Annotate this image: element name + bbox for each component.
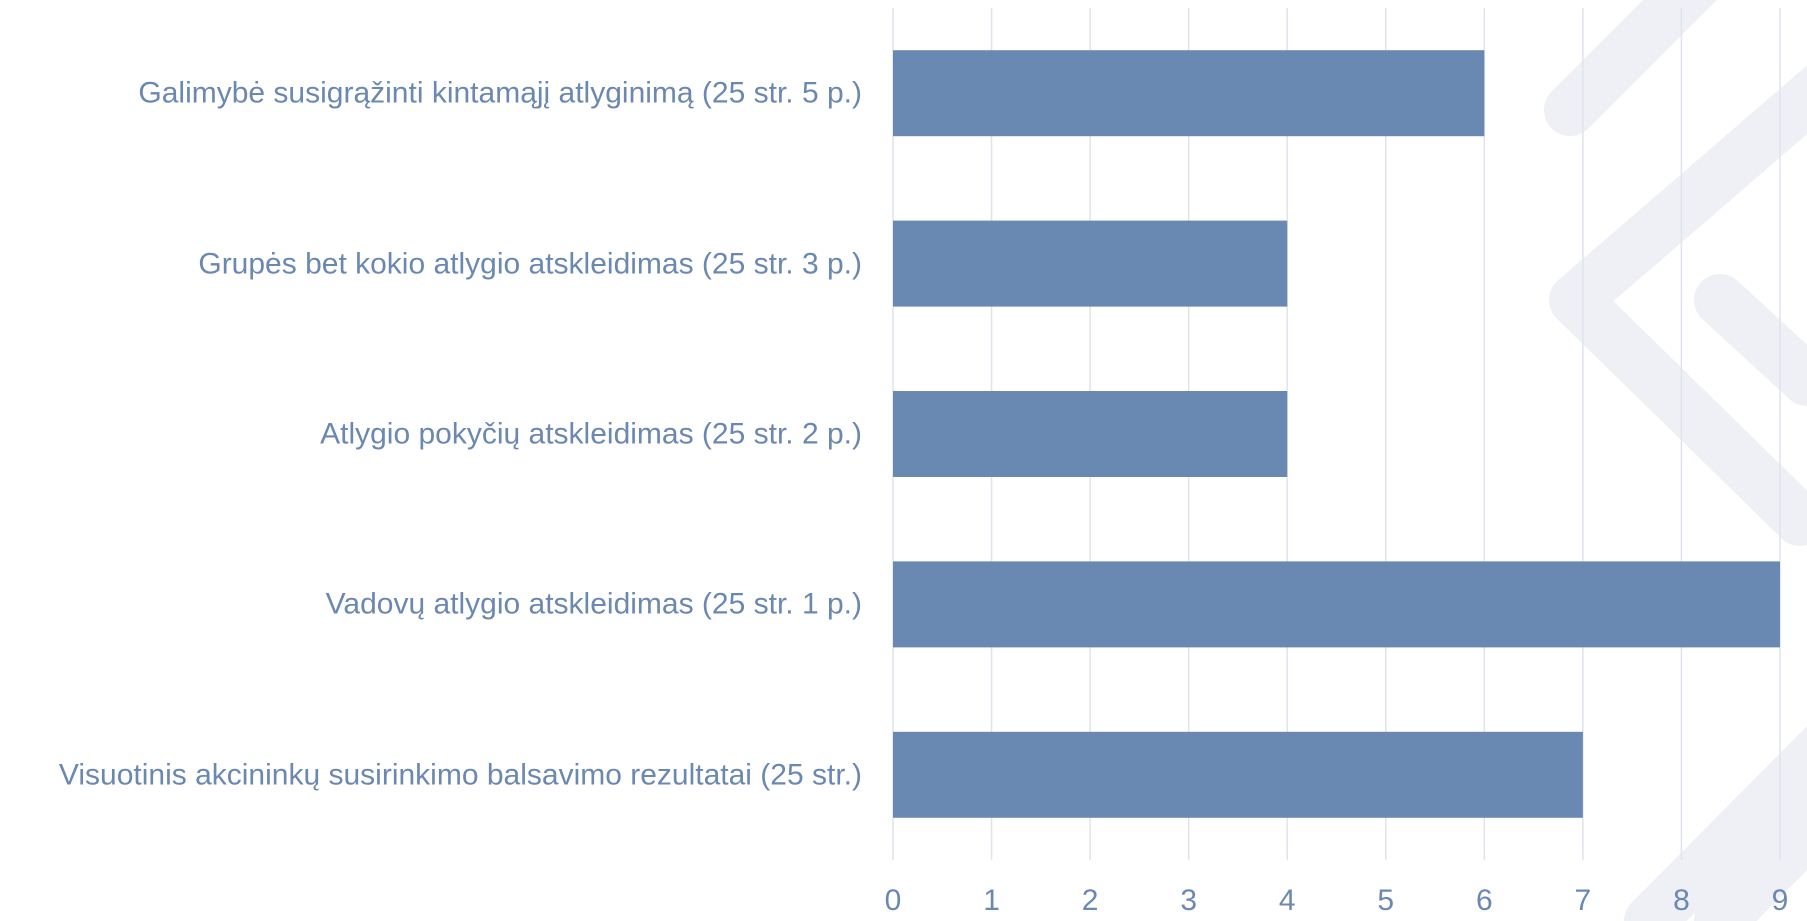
- x-tick-label: 9: [1772, 884, 1789, 917]
- x-tick-label: 7: [1575, 884, 1592, 917]
- y-tick-label: Vadovų atlygio atskleidimas (25 str. 1 p…: [325, 587, 862, 621]
- y-tick-label-box: Grupės bet kokio atlygio atskleidimas (2…: [0, 245, 862, 283]
- y-tick-label-box: Visuotinis akcininkų susirinkimo balsavi…: [0, 756, 862, 794]
- y-tick-label-box: Atlygio pokyčių atskleidimas (25 str. 2 …: [0, 415, 862, 453]
- y-tick-label-box: Galimybė susigrąžinti kintamąjį atlygini…: [0, 74, 862, 112]
- bar: [893, 50, 1485, 137]
- y-tick-label: Atlygio pokyčių atskleidimas (25 str. 2 …: [320, 417, 862, 451]
- background-decoration: [1544, 0, 1807, 921]
- y-tick-label: Galimybė susigrąžinti kintamąjį atlygini…: [138, 76, 862, 110]
- y-tick-label: Visuotinis akcininkų susirinkimo balsavi…: [58, 758, 862, 792]
- bar: [893, 561, 1780, 648]
- bar: [893, 391, 1288, 477]
- y-tick-label: Grupės bet kokio atlygio atskleidimas (2…: [198, 246, 862, 280]
- y-tick-label-box: Vadovų atlygio atskleidimas (25 str. 1 p…: [0, 586, 862, 624]
- x-tick-label: 6: [1476, 884, 1493, 917]
- x-tick-label: 5: [1377, 884, 1394, 917]
- x-tick-label: 8: [1673, 884, 1690, 917]
- bar: [893, 731, 1583, 818]
- bar: [893, 220, 1288, 307]
- x-tick-label: 3: [1180, 884, 1197, 917]
- x-tick-label: 4: [1279, 884, 1296, 917]
- x-tick-label: 2: [1082, 884, 1099, 917]
- x-tick-label: 0: [885, 884, 902, 917]
- x-tick-label: 1: [983, 884, 1000, 917]
